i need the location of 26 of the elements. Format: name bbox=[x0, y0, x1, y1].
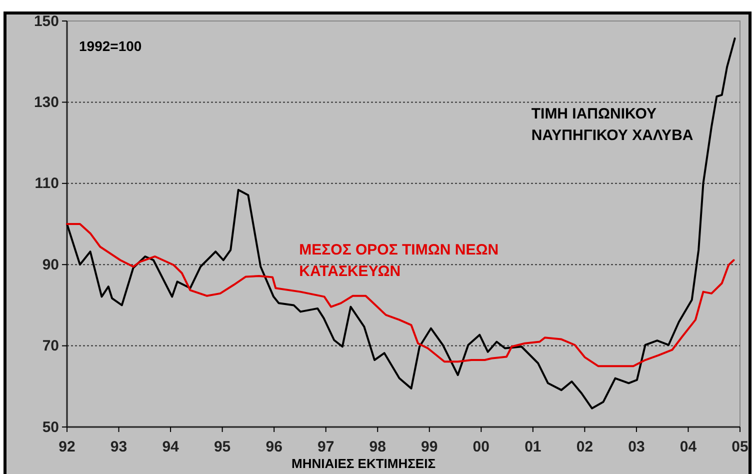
x-axis-title: ΜΗΝΙΑΙΕΣ ΕΚΤΙΜΗΣΕΙΣ bbox=[291, 456, 436, 471]
series-label: ΜΕΣΟΣ ΟΡΟΣ ΤΙΜΩΝ ΝΕΩΝ ΚΑΤΑΣΚΕΥΩΝ bbox=[299, 241, 499, 280]
x-tick-label: 98 bbox=[369, 438, 386, 456]
x-tick-label: 96 bbox=[266, 438, 282, 456]
y-tick-label: 150 bbox=[34, 12, 59, 30]
x-tick-label: 92 bbox=[58, 438, 76, 456]
annotation: 1992=100 bbox=[79, 38, 142, 54]
x-tick-label: 93 bbox=[110, 438, 128, 456]
y-tick-label: 130 bbox=[34, 94, 59, 111]
x-tick-label: 00 bbox=[472, 438, 490, 456]
series-label: ΤΙΜΗ ΙΑΠΩΝΙΚΟΥ ΝΑΥΠΗΓΙΚΟΥ ΧΑΛΥΒΑ bbox=[531, 105, 694, 144]
x-tick-label: 99 bbox=[421, 438, 438, 456]
x-tick-label: 04 bbox=[680, 438, 698, 456]
x-tick-label: 94 bbox=[162, 438, 180, 456]
x-tick-label: 03 bbox=[628, 438, 645, 456]
y-tick-label: 50 bbox=[42, 418, 59, 436]
line-series bbox=[66, 37, 736, 410]
y-tick-label: 110 bbox=[34, 175, 59, 192]
x-tick-label: 95 bbox=[214, 438, 231, 456]
x-tick-label: 97 bbox=[318, 438, 334, 456]
y-tick-label: 90 bbox=[42, 256, 59, 274]
line-series bbox=[66, 223, 735, 368]
y-tick-label: 70 bbox=[42, 338, 59, 355]
x-tick-label: 02 bbox=[576, 438, 594, 456]
x-tick-label: 05 bbox=[732, 438, 748, 456]
x-tick-label: 01 bbox=[524, 438, 542, 456]
